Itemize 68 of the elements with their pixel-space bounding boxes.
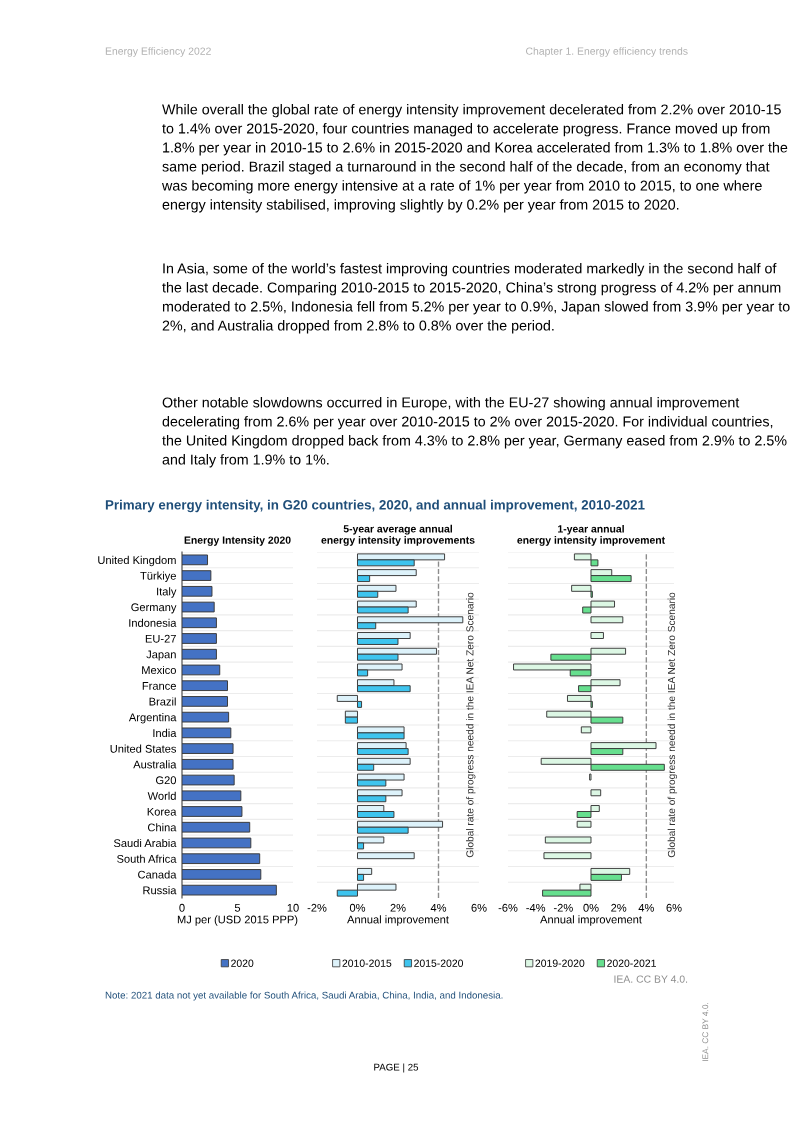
y-tick-label: Korea: [147, 807, 177, 816]
legend-label: 2015-2020: [414, 959, 464, 967]
x-tick-label: -2%: [553, 903, 573, 912]
chart-title: 5-year average annual energy intensity improvements: [321, 524, 475, 546]
bar: [590, 789, 602, 797]
bar: [357, 852, 415, 860]
y-tick-label: South Africa: [117, 854, 177, 863]
ref-line-label: Global rate of progress needd in the IEA Net Zero Scenario: [466, 592, 476, 858]
y-tick-label: Germany: [131, 603, 177, 614]
y-tick-label: World: [147, 791, 176, 800]
chart-title: 1-year annual energy intensity improvement: [517, 524, 665, 546]
bar: [590, 632, 604, 639]
x-tick-label: 0%: [349, 903, 366, 912]
y-tick-label: Brazil: [149, 697, 176, 706]
bar: [580, 726, 592, 734]
y-tick-label: G20: [156, 776, 177, 785]
x-tick-label: 6%: [471, 903, 487, 912]
legend-label: 2019-2020: [535, 959, 585, 967]
y-tick-label: Canada: [138, 870, 177, 879]
x-tick-label: 2%: [611, 903, 627, 912]
text: PAGE | 25: [374, 1063, 419, 1073]
x-tick-label: -2%: [307, 903, 327, 912]
y-tick-label: Japan: [146, 650, 176, 661]
text: While overall the global rate of energy intensity improvement decelerated from 2.2% over 2010-15 to 1.4% over 2015-2020, four countries managed to accelerate progress. France moved up from 1.8% per year in 2010-15 to 2.6% in 2015-2020 and Korea accelerated from 1.3% to 1.8% over the same period. Brazil staged a turnaround in the second half of the decade, from an economy that was becoming more energy intensive at a rate of 1% per year from 2010 to 2015, to one where energy intensity stabilised, improving slightly by 0.2% per year from 2015 to 2020.: [161, 104, 788, 213]
bar: [590, 616, 624, 624]
y-tick-label: France: [142, 682, 176, 690]
bar: [543, 852, 592, 860]
bar: [576, 820, 592, 828]
legend-label: 2020-2021: [607, 959, 656, 967]
y-tick-label: Indonesia: [129, 618, 177, 627]
x-axis-title: Annual improvement: [347, 915, 449, 926]
x-tick-label: 2%: [390, 903, 406, 912]
legend-label: 2020: [231, 959, 254, 967]
ref-line-label: Global rate of progress needd in the IEA Net Zero Scenario: [667, 592, 678, 858]
y-tick-label: India: [153, 728, 177, 737]
text: IEA. CC BY 4.0.: [702, 1002, 709, 1062]
bar: [544, 836, 592, 844]
y-tick-label: Saudi Arabia: [113, 838, 177, 848]
text: Other notable slowdowns occurred in Europe, with the EU-27 showing annual improvement decelerating from 2.6% per year over 2010-2015 to 2% over 2015-2020. For individual countries, the United Kingdom dropped back from 4.3% to 2.8% per year, Germany eased from 2.9% to 2.5% and Italy from 1.9% to 1%.: [162, 397, 787, 468]
x-tick-label: 4%: [638, 903, 654, 912]
x-tick-label: 10: [287, 903, 299, 912]
chart-title: Energy Intensity 2020: [184, 536, 291, 546]
text: Primary energy intensity, in G20 countries, 2020, and annual improvement, 2010-2021: [105, 499, 645, 513]
x-tick-label: 5: [234, 903, 241, 912]
y-tick-label: China: [147, 823, 177, 832]
x-tick-label: 6%: [666, 903, 682, 912]
y-tick-label: Australia: [133, 760, 177, 769]
y-tick-label: EU-27: [145, 634, 176, 643]
text: Chapter 1. Energy efficiency trends: [526, 47, 688, 57]
y-tick-label: Türkiye: [140, 571, 176, 582]
x-tick-label: -6%: [498, 903, 518, 912]
y-tick-label: Mexico: [142, 665, 176, 675]
text: IEA. CC BY 4.0.: [614, 975, 688, 983]
x-tick-label: -4%: [526, 903, 546, 912]
y-tick-label: Russia: [143, 886, 177, 895]
y-tick-label: United States: [110, 744, 177, 753]
y-tick-label: United Kingdom: [98, 555, 176, 567]
x-tick-label: 0: [179, 903, 185, 912]
x-tick-label: 0%: [583, 903, 599, 912]
text: Note: 2021 data not yet available for South Africa, Saudi Arabia, China, India, and Indonesia.: [105, 991, 503, 1001]
legend-label: 2010-2015: [342, 959, 392, 967]
text: Energy Efficiency 2022: [105, 47, 211, 57]
y-tick-label: Argentina: [128, 713, 177, 724]
text: In Asia, some of the world’s fastest improving countries moderated markedly in the second half of the last decade. Comparing 2010-2015 to 2015-2020, China’s strong progress of 4.2% per annum moderated to 2.5%, Indonesia fell from 5.2% per year to 0.9%, Japan slowed from 3.9% per year to 2%, and Australia dropped from 2.8% to 0.8% over the period.: [162, 263, 790, 334]
x-tick-label: 4%: [430, 903, 447, 912]
x-axis-title: Annual improvement: [540, 915, 642, 926]
x-axis-title: MJ per (USD 2015 PPP): [177, 915, 298, 926]
y-tick-label: Italy: [157, 587, 177, 598]
